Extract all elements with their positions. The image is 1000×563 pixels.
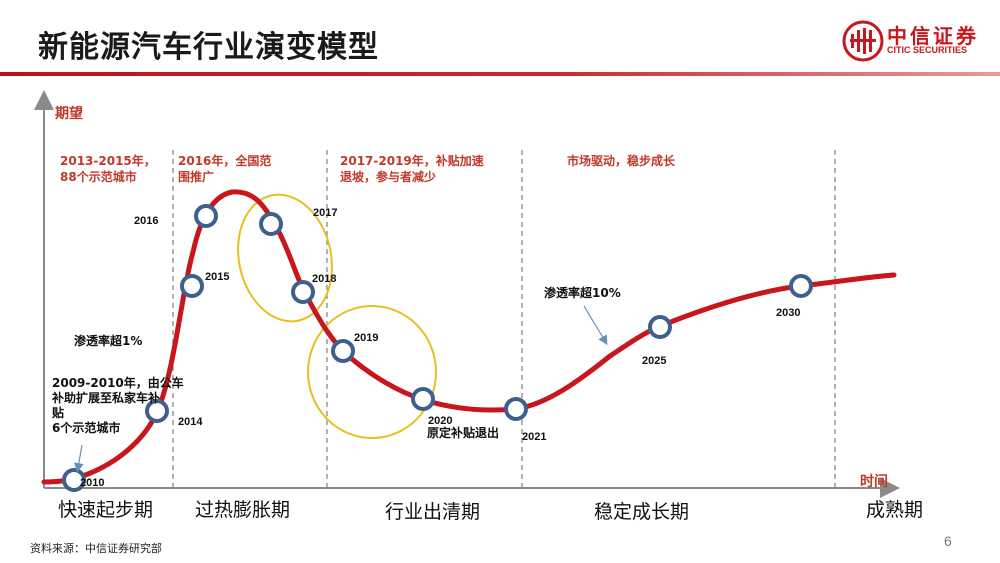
phase-note: 2017-2019年，补贴加速 退坡，参与者减少 [340, 153, 488, 184]
year-label: 2020 [428, 415, 452, 427]
year-label: 2017 [313, 207, 337, 219]
penetration-note-10: 渗透率超10% [544, 285, 621, 300]
year-node [789, 274, 813, 298]
pointer-arrow [583, 305, 608, 346]
year-node [145, 399, 169, 423]
year-label: 2030 [776, 307, 800, 319]
citic-logo: 中信证券 CITIC SECURITIES [840, 16, 980, 66]
year-label: 2021 [522, 431, 546, 443]
year-node [331, 339, 355, 363]
year-label: 2025 [642, 355, 666, 367]
phase-note: 市场驱动，稳步成长 [567, 153, 676, 168]
stage-label: 快速起步期 [58, 499, 153, 521]
year-node [180, 274, 204, 298]
pilot-note: 2009-2010年，由公车 补助扩展至私家车补 贴 6个示范城市 [51, 375, 188, 435]
stage-label: 稳定成长期 [594, 501, 689, 523]
stage-label: 成熟期 [866, 499, 923, 521]
year-node [648, 315, 672, 339]
highlight-ellipse [307, 305, 437, 439]
year-label: 2014 [178, 416, 203, 428]
year-label: 2016 [134, 215, 158, 227]
page-number: 6 [944, 533, 952, 549]
title-divider [0, 72, 1000, 76]
year-node [62, 468, 86, 492]
year-label: 2018 [312, 273, 336, 285]
stage-label: 过热膨胀期 [195, 499, 290, 521]
year-node [411, 387, 435, 411]
year-node [194, 204, 218, 228]
year-label: 2010 [80, 477, 104, 489]
phase-note: 2016年，全国范 围推广 [178, 153, 276, 184]
page-title: 新能源汽车行业演变模型 [38, 30, 379, 65]
subsidy-exit-note: 原定补贴退出 [427, 425, 499, 440]
y-axis-label: 期望 [55, 105, 83, 122]
highlight-ellipse [237, 193, 333, 323]
x-axis-label: 时间 [860, 473, 888, 490]
pointer-arrow [74, 444, 84, 473]
logo-text: 中信证券 [887, 24, 979, 48]
year-label: 2019 [354, 332, 378, 344]
year-node [291, 280, 315, 304]
year-node [259, 212, 283, 236]
phase-note: 2013-2015年， 88个示范城市 [60, 153, 160, 184]
penetration-note-1: 渗透率超1% [74, 333, 142, 348]
logo-subtext: CITIC SECURITIES [887, 45, 968, 55]
year-node [504, 397, 528, 421]
source-note: 资料来源：中信证券研究部 [30, 542, 162, 555]
citic-emblem-icon [842, 20, 884, 62]
year-label: 2015 [205, 271, 229, 283]
stage-label: 行业出清期 [385, 501, 480, 523]
